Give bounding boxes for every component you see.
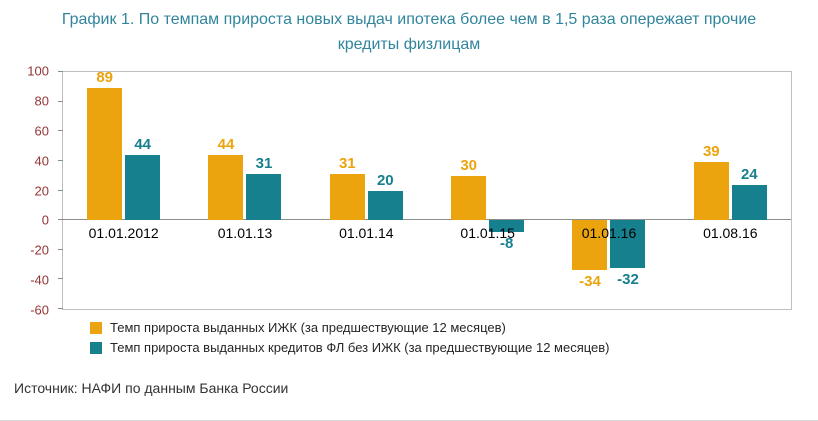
- bar: [246, 174, 282, 221]
- bar-value-label: 24: [740, 165, 758, 183]
- y-tick-label: 20: [34, 183, 49, 198]
- bar-value-label: 44: [134, 135, 151, 153]
- y-tick-mark: [58, 278, 63, 280]
- bar-value-label: 39: [702, 143, 720, 161]
- source-note: Источник: НАФИ по данным Банка России: [14, 380, 289, 396]
- y-tick-label: 0: [41, 212, 49, 228]
- bar-value-label: -34: [579, 273, 601, 291]
- y-tick-label: 80: [34, 93, 49, 109]
- plot-area: 89 44 01.01.2012 44 31 01.01.13 31 20 01.01.14 30…: [58, 69, 792, 310]
- y-tick-mark: [58, 248, 63, 250]
- legend-swatch: [90, 341, 102, 354]
- y-tick-label: 60: [34, 123, 49, 139]
- bar-value-label: -8: [499, 234, 514, 252]
- bar-group: 39 24 01.08.16: [670, 72, 791, 309]
- y-tick-label: -60: [30, 302, 49, 318]
- y-tick-mark: [58, 130, 63, 132]
- bar-value-label: 31: [338, 155, 356, 173]
- category-label: 01.01.2012: [88, 225, 159, 242]
- legend-swatch: [90, 321, 102, 334]
- bar: [451, 175, 487, 221]
- legend-item: Темп прироста выданных кредитов ФЛ без И…: [90, 340, 610, 355]
- category-label: 01.01.16: [581, 225, 637, 242]
- y-tick-mark: [58, 189, 63, 191]
- category-label: 01.08.16: [703, 225, 758, 242]
- category-label: 01.01.15: [460, 225, 515, 242]
- bar: [329, 174, 365, 221]
- bar-value-label: 44: [217, 135, 235, 153]
- y-tick-label: -20: [30, 242, 49, 258]
- bar: [125, 154, 161, 221]
- bar: [489, 220, 525, 232]
- bar-value-label: 30: [460, 156, 477, 174]
- y-axis: 100 80 60 40 20 0 -20 -40 -60: [0, 64, 55, 318]
- bar-value-label: -32: [617, 270, 639, 288]
- bar-value-label: 31: [255, 155, 273, 173]
- y-tick-mark: [58, 219, 63, 221]
- chart-title: График 1. По темпам прироста новых выдач…: [61, 11, 757, 53]
- y-tick-label: 40: [34, 153, 49, 169]
- bar-group: -34 -32 01.01.16: [548, 72, 669, 309]
- category-label: 01.01.13: [217, 225, 273, 242]
- bar-group: 44 31 01.01.13: [184, 72, 305, 309]
- legend: Темп прироста выданных ИЖК (за предшеств…: [90, 320, 610, 360]
- bar-group: 31 20 01.01.14: [306, 72, 427, 309]
- y-tick-mark: [58, 159, 63, 161]
- y-tick-mark: [58, 71, 63, 72]
- bar: [572, 220, 608, 271]
- category-label: 01.01.14: [339, 225, 394, 242]
- bar-value-label: 20: [376, 171, 394, 189]
- legend-item: Темп прироста выданных ИЖК (за предшеств…: [90, 320, 610, 335]
- bar: [87, 88, 123, 221]
- bar: [693, 162, 729, 221]
- bar-group: 89 44 01.01.2012: [63, 69, 184, 309]
- bar-value-label: 89: [96, 69, 113, 87]
- bar: [367, 190, 403, 221]
- bar-group: 30 -8 01.01.15: [427, 72, 548, 309]
- y-tick-mark: [58, 308, 63, 309]
- legend-label: Темп прироста выданных кредитов ФЛ без И…: [110, 340, 610, 355]
- y-tick-label: -40: [30, 272, 49, 288]
- bar: [208, 154, 244, 221]
- bar: [610, 220, 646, 268]
- bar: [731, 184, 767, 221]
- y-tick-label: 100: [27, 63, 49, 79]
- legend-label: Темп прироста выданных ИЖК (за предшеств…: [110, 320, 506, 335]
- y-tick-mark: [58, 100, 63, 102]
- zero-axis-line: [63, 219, 791, 221]
